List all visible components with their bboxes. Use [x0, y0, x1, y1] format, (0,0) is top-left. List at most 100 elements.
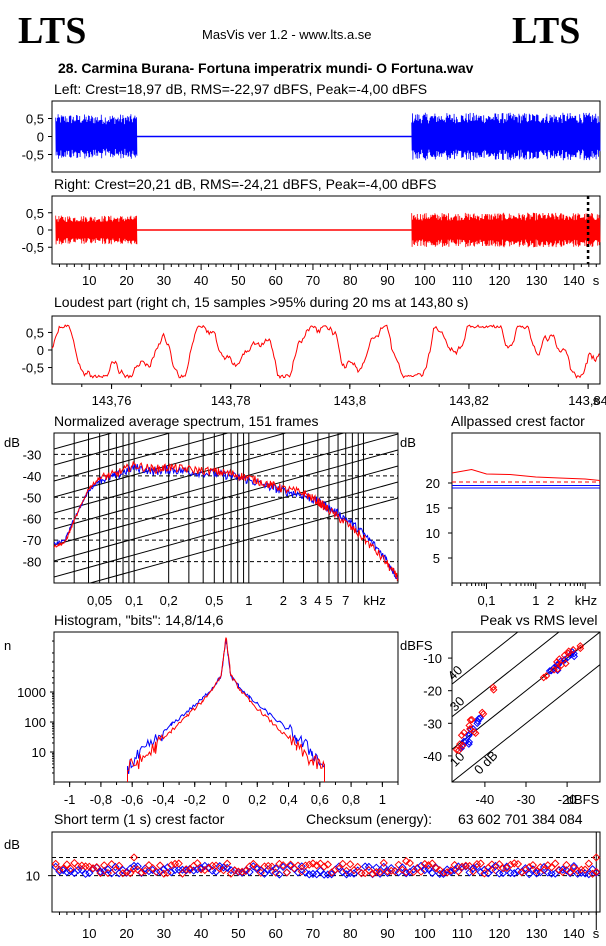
spectrum-diagonal	[54, 433, 114, 450]
peak-rms-diag-label: 40	[445, 662, 466, 683]
short-term-point	[70, 858, 79, 868]
loudest-ytick-label: 0,5	[26, 325, 44, 340]
peak-rms-point-right	[456, 740, 464, 748]
right-wave-signal	[411, 212, 601, 248]
short-term-point	[543, 861, 552, 870]
short-term-point	[238, 868, 247, 877]
short-term-point	[528, 860, 537, 870]
short-term-xtick-label: 20	[119, 926, 133, 941]
short-term-point	[163, 863, 172, 872]
short-term-point	[51, 859, 60, 868]
spectrum-diagonal	[88, 497, 398, 583]
peak-rms-xtick-label: -30	[517, 792, 536, 807]
histogram-xtick-label: 1	[379, 792, 386, 807]
short-term-point	[402, 869, 411, 878]
short-term-point	[416, 867, 426, 876]
short-term-point	[66, 867, 75, 876]
short-term-point	[85, 862, 94, 871]
spectrum-xtick-label: 0,2	[160, 593, 178, 608]
short-term-point	[547, 863, 556, 872]
short-term-point	[513, 859, 523, 869]
crest-ytick-label: 15	[426, 501, 440, 516]
time-axis-label: 30	[157, 273, 171, 288]
left-wave-signal	[411, 112, 601, 161]
short-term-point	[532, 869, 541, 878]
short-term-xtick-label: 90	[380, 926, 394, 941]
peak-rms-ytick-label: -30	[423, 716, 442, 731]
short-term-point	[92, 863, 101, 872]
short-term-point	[241, 866, 250, 876]
short-term-point	[420, 865, 429, 875]
spectrum-ytick-label: -40	[23, 469, 42, 484]
peak-rms-point-right	[553, 658, 561, 666]
histogram-xtick-label: -0,8	[90, 792, 112, 807]
spectrum-xtick-label: 7	[342, 593, 349, 608]
time-axis-label: 70	[306, 273, 320, 288]
short-term-point	[338, 867, 347, 877]
short-term-point	[510, 869, 519, 878]
peak-rms-point-right	[479, 710, 488, 718]
short-term-xtick-label: 70	[306, 926, 320, 941]
peak-rms-point-right	[460, 728, 468, 737]
crest-frame	[451, 432, 601, 584]
checksum-label: Checksum (energy):	[306, 811, 433, 827]
peak-rms-point-right	[466, 716, 475, 724]
short-term-xtick-label: 130	[526, 926, 548, 941]
peak-rms-point-left	[476, 714, 484, 722]
short-term-point	[215, 864, 224, 873]
right-wave-ytick-label: -0,5	[22, 240, 44, 255]
time-axis-label: 40	[194, 273, 208, 288]
time-axis-label: 90	[380, 273, 394, 288]
short-term-point	[85, 868, 94, 878]
short-term-point	[506, 860, 515, 869]
short-term-point	[592, 867, 601, 877]
loudest-unit: s	[593, 393, 600, 408]
short-term-xtick-label: 40	[194, 926, 208, 941]
short-term-point	[100, 861, 109, 870]
spectrum-diagonal	[54, 433, 230, 482]
short-term-point	[327, 870, 336, 879]
crest-xtick-label: 2	[547, 593, 554, 608]
crest-ytick-label: 5	[433, 551, 440, 566]
loudest-xtick-label: 143,76	[92, 393, 132, 408]
short-term-point	[353, 862, 362, 871]
short-term-point	[100, 866, 109, 876]
left-wave-ytick-label: 0,5	[26, 112, 44, 127]
spectrum-ytick-label: -60	[23, 512, 42, 527]
short-term-point	[454, 867, 463, 876]
short-term-point	[476, 868, 485, 877]
short-term-point	[368, 869, 377, 878]
short-term-point	[223, 859, 232, 868]
time-axis-label: 60	[268, 273, 282, 288]
peak-rms-point-right	[457, 731, 466, 740]
peak-rms-diagonal	[452, 632, 560, 718]
loudest-part-title: Loudest part (right ch, 15 samples >95% …	[54, 294, 469, 310]
spectrum-ylabel: dB	[4, 435, 20, 450]
histogram-frame	[53, 631, 399, 783]
histogram-ytick-label: 1000	[17, 685, 46, 700]
short-term-point	[308, 859, 318, 868]
short-term-xtick-label: 140	[563, 926, 585, 941]
histogram-xtick-label: 0,4	[280, 792, 298, 807]
short-term-point	[271, 864, 280, 873]
short-term-point	[465, 868, 474, 877]
peak-rms-ytick-label: -40	[423, 749, 442, 764]
short-term-xtick-label: 60	[268, 926, 282, 941]
spectrum-xtick-label: 0,05	[87, 593, 112, 608]
short-term-unit: s	[593, 926, 600, 941]
short-term-point	[193, 859, 202, 868]
spectrum-ytick-label: -50	[23, 490, 42, 505]
loudest-ytick-label: 0	[37, 343, 44, 358]
short-term-point	[405, 858, 414, 868]
short-term-point	[484, 869, 493, 878]
loudest-ytick-label: -0,5	[22, 361, 44, 376]
short-term-point	[167, 861, 176, 870]
short-term-point	[115, 861, 124, 870]
spectrum-diagonal	[54, 433, 56, 434]
short-term-point	[491, 861, 500, 871]
peak-rms-xlabel: dBFS	[567, 792, 600, 807]
spectrum-unit: kHz	[363, 593, 385, 608]
short-term-point	[487, 860, 496, 869]
peak-rms-point-right	[465, 721, 474, 730]
peak-rms-xtick-label: -40	[475, 792, 494, 807]
